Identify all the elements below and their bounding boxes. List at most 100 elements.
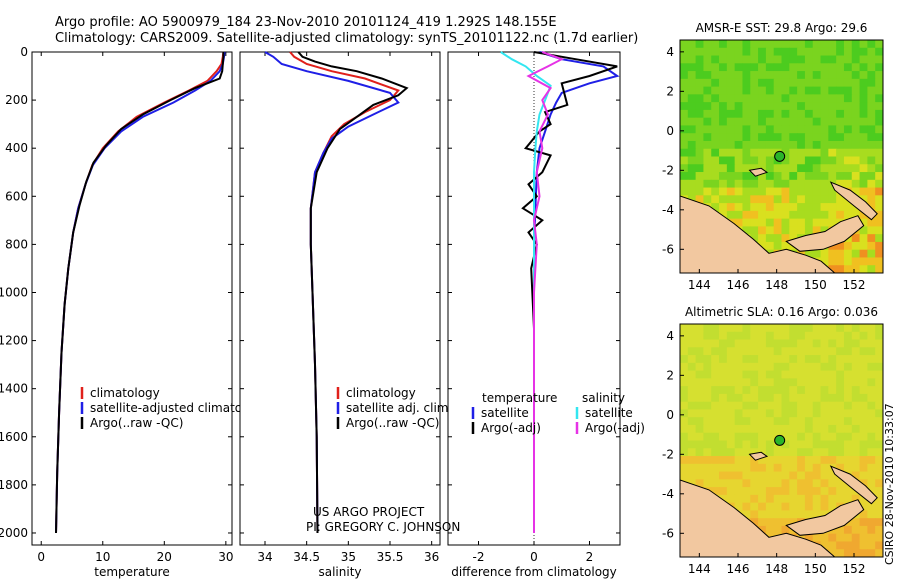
field-cell: [812, 362, 822, 372]
y-tick-label: 2: [666, 84, 674, 98]
panel-salinity: 34 34.5 35 35.5 36 salinity climatologysatelli…: [239, 51, 452, 579]
field-cell: [797, 40, 806, 49]
field-cell: [750, 471, 759, 480]
field-cell: [859, 47, 868, 57]
field-cell: [742, 355, 751, 364]
field-cell: [719, 355, 728, 364]
legend-heading: temperature: [482, 391, 557, 405]
field-cell: [789, 63, 798, 72]
field-cell: [719, 362, 728, 372]
field-cell: [750, 463, 759, 473]
field-cell: [812, 179, 822, 189]
field-cell: [789, 440, 798, 449]
field-cell: [703, 164, 712, 173]
field-cell: [867, 518, 876, 527]
field-cell: [875, 63, 883, 72]
field-cell: [859, 541, 868, 550]
field-cell: [750, 339, 759, 348]
field-cell: [859, 432, 868, 441]
field-cell: [742, 479, 751, 488]
field-cell: [695, 55, 704, 64]
field-cell: [812, 510, 822, 519]
field-cell: [742, 210, 751, 220]
legend-heading: salinity: [582, 391, 625, 405]
field-cell: [836, 172, 845, 181]
field-cell: [843, 102, 853, 111]
field-cell: [843, 78, 853, 88]
field-cell: [859, 456, 868, 465]
field-cell: [797, 86, 806, 95]
field-cell: [797, 417, 806, 426]
field-cell: [843, 55, 853, 64]
field-cell: [789, 463, 798, 473]
field-cell: [750, 324, 759, 333]
field-cell: [812, 401, 822, 410]
field-cell: [836, 210, 845, 220]
x-tick-label: 35.5: [377, 550, 404, 564]
field-cell: [750, 393, 759, 403]
field-cell: [875, 179, 883, 189]
field-cell: [742, 331, 751, 341]
field-cell: [711, 125, 720, 134]
field-cell: [843, 40, 853, 49]
field-cell: [687, 140, 697, 150]
field-cell: [687, 401, 697, 410]
field-cell: [750, 164, 759, 173]
field-cell: [797, 386, 806, 395]
field-cell: [828, 78, 837, 88]
field-cell: [781, 94, 790, 103]
field-cell: [875, 355, 883, 364]
field-cell: [851, 109, 861, 119]
field-cell: [836, 378, 845, 387]
field-cell: [828, 187, 837, 196]
field-cell: [820, 187, 829, 196]
field-cell: [859, 324, 868, 333]
field-cell: [711, 324, 720, 333]
field-cell: [726, 378, 736, 387]
field-cell: [773, 347, 782, 356]
field-cell: [859, 355, 868, 364]
field-cell: [765, 331, 775, 341]
field-cell: [773, 324, 782, 333]
field-cell: [867, 203, 876, 212]
field-cell: [695, 86, 704, 95]
field-cell: [820, 409, 829, 418]
field-cell: [765, 479, 775, 488]
land: [748, 167, 769, 177]
field-cell: [750, 195, 759, 204]
field-cell: [804, 203, 814, 212]
field-cell: [789, 125, 798, 134]
field-cell: [734, 218, 743, 227]
field-cell: [875, 40, 883, 49]
field-cell: [843, 172, 853, 181]
field-cell: [703, 409, 712, 418]
field-cell: [820, 55, 829, 64]
field-cell: [711, 409, 720, 418]
field-cell: [734, 479, 743, 488]
field-cell: [781, 386, 790, 395]
field-cell: [765, 63, 775, 72]
field-cell: [812, 226, 822, 235]
field-cell: [742, 471, 751, 480]
field-cell: [875, 187, 883, 196]
field-cell: [703, 440, 712, 449]
field-cell: [781, 210, 790, 220]
field-cell: [758, 510, 767, 519]
field-cell: [820, 172, 829, 181]
field-cell: [750, 510, 759, 519]
field-cell: [875, 195, 883, 204]
field-cell: [859, 156, 868, 165]
field-cell: [859, 102, 868, 111]
field-cell: [734, 94, 743, 103]
field-cell: [851, 362, 861, 372]
field-cell: [680, 456, 689, 465]
sla_map-frame: [679, 323, 884, 558]
field-cell: [726, 324, 736, 333]
field-cell: [711, 195, 720, 204]
field-cell: [828, 393, 837, 403]
field-cell: [859, 463, 868, 473]
field-cell: [851, 40, 861, 49]
field-cell: [680, 463, 689, 473]
field-cell: [867, 456, 876, 465]
field-cell: [765, 510, 775, 519]
